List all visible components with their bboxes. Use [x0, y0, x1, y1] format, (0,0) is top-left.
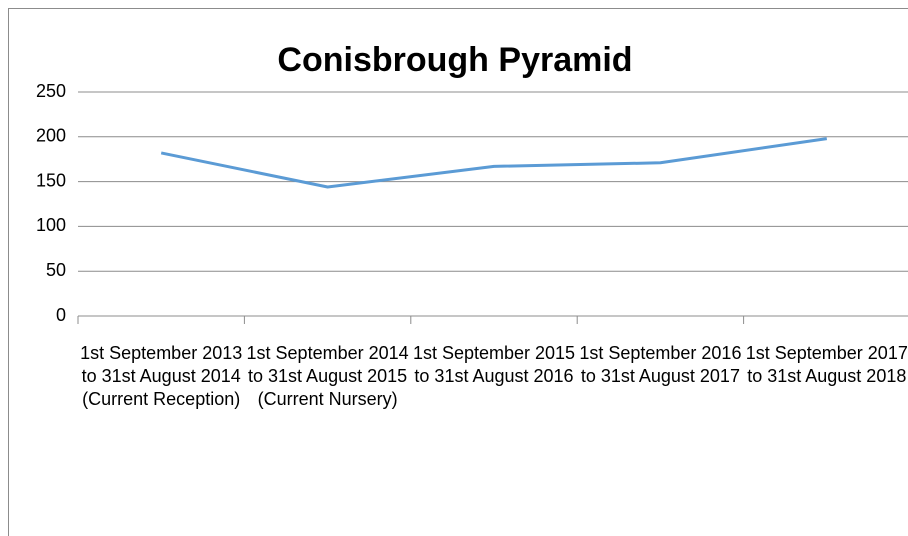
line-series — [160, 137, 828, 189]
label-line: to 31st August 2017 — [581, 366, 740, 386]
y-tick-label: 0 — [56, 305, 66, 325]
x-tick-label: 1st September 2017 to 31st August 2018 — [746, 343, 908, 386]
chart-title: Conisbrough Pyramid — [277, 41, 632, 79]
y-tick-label: 50 — [46, 260, 66, 280]
label-line: to 31st August 2018 — [747, 366, 906, 386]
label-line: 1st September 2013 — [80, 343, 242, 363]
label-line: 1st September 2015 — [413, 343, 575, 363]
label-line: 1st September 2014 — [247, 343, 409, 363]
label-line: to 31st August 2016 — [414, 366, 573, 386]
label-line: (Current Reception) — [82, 389, 240, 409]
y-tick-label: 250 — [36, 81, 66, 101]
chart-frame — [8, 8, 908, 536]
x-tick-label: 1st September 2015 to 31st August 2016 — [413, 343, 575, 386]
y-tick-label: 100 — [36, 215, 66, 235]
x-tick-label: 1st September 2013 to 31st August 2014 (Cu… — [80, 343, 242, 409]
y-tick-label: 200 — [36, 126, 66, 146]
y-tick-label: 150 — [36, 170, 66, 190]
label-line: 1st September 2016 — [579, 343, 741, 363]
x-tick-label: 1st September 2014 to 31st August 2015 (Cu… — [247, 343, 409, 409]
label-line: to 31st August 2014 — [82, 366, 241, 386]
label-line: (Current Nursery) — [258, 389, 398, 409]
label-line: to 31st August 2015 — [248, 366, 407, 386]
label-line: 1st September 2017 — [746, 343, 908, 363]
x-tick-label: 1st September 2016 to 31st August 2017 — [579, 343, 741, 386]
